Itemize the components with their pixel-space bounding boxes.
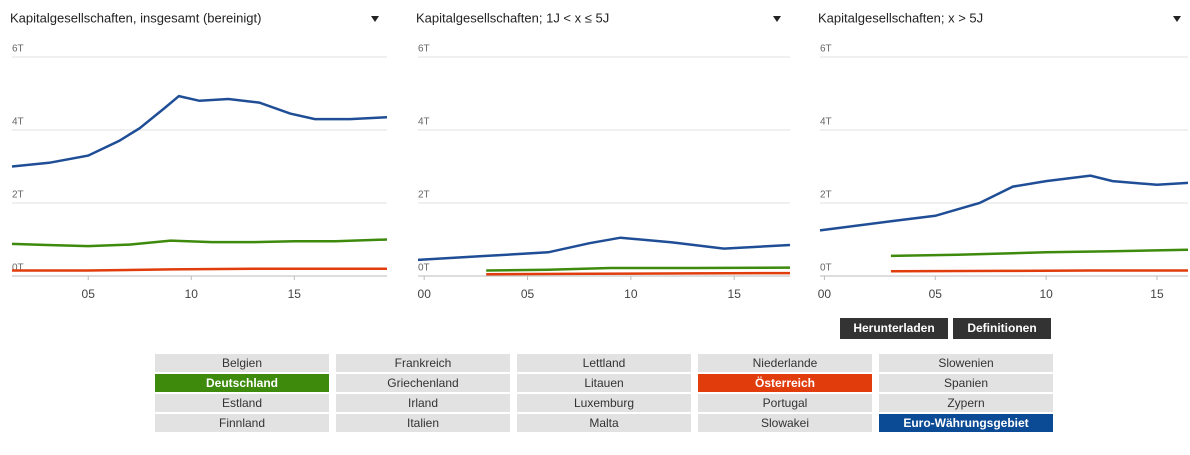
country-button[interactable]: Belgien xyxy=(155,354,329,372)
y-tick-label: 4T xyxy=(820,117,832,128)
country-button[interactable]: Litauen xyxy=(517,374,691,392)
x-tick-label: 15 xyxy=(728,287,742,301)
country-button[interactable]: Estland xyxy=(155,394,329,412)
country-button[interactable]: Österreich xyxy=(698,374,872,392)
series-line xyxy=(11,94,388,168)
x-tick-label: 10 xyxy=(624,287,638,301)
series-line xyxy=(12,267,387,272)
series-line xyxy=(819,174,1189,232)
country-button[interactable]: Irland xyxy=(336,394,510,412)
chart-title[interactable]: Kapitalgesellschaften, insgesamt (berein… xyxy=(10,10,261,25)
series-line xyxy=(890,248,1189,258)
dropdown-arrow[interactable] xyxy=(371,16,379,22)
action-button[interactable]: Definitionen xyxy=(953,318,1051,339)
y-tick-label: 4T xyxy=(418,117,430,128)
chart-title[interactable]: Kapitalgesellschaften; 1J < x ≤ 5J xyxy=(416,10,609,25)
series-line xyxy=(486,266,791,272)
country-button[interactable]: Finnland xyxy=(155,414,329,432)
series-line xyxy=(890,269,1188,273)
country-button[interactable]: Lettland xyxy=(517,354,691,372)
y-tick-label: 4T xyxy=(12,117,24,128)
dropdown-arrow[interactable] xyxy=(1173,16,1181,22)
x-tick-label: 10 xyxy=(1039,287,1053,301)
x-tick-label: 10 xyxy=(185,287,199,301)
y-tick-label: 2T xyxy=(418,190,430,201)
country-button[interactable]: Malta xyxy=(517,414,691,432)
series-line xyxy=(11,238,388,248)
country-button[interactable]: Portugal xyxy=(698,394,872,412)
country-button[interactable]: Luxemburg xyxy=(517,394,691,412)
y-tick-label: 6T xyxy=(418,44,430,55)
country-button[interactable]: Spanien xyxy=(879,374,1053,392)
action-button[interactable]: Herunterladen xyxy=(840,318,948,339)
x-tick-label: 15 xyxy=(1150,287,1164,301)
y-tick-label: 2T xyxy=(12,190,24,201)
x-tick-label: 15 xyxy=(288,287,302,301)
x-tick-label: 00 xyxy=(418,287,432,301)
series-line xyxy=(486,271,791,276)
x-tick-label: 05 xyxy=(82,287,96,301)
series-line xyxy=(417,236,791,262)
country-button[interactable]: Slowakei xyxy=(698,414,872,432)
y-tick-label: 6T xyxy=(12,44,24,55)
x-tick-label: 00 xyxy=(818,287,832,301)
country-button[interactable]: Zypern xyxy=(879,394,1053,412)
country-button[interactable]: Euro-Währungsgebiet xyxy=(879,414,1053,432)
country-button[interactable]: Frankreich xyxy=(336,354,510,372)
country-button[interactable]: Niederlande xyxy=(698,354,872,372)
y-tick-label: 0T xyxy=(820,263,832,274)
country-button[interactable]: Italien xyxy=(336,414,510,432)
y-tick-label: 0T xyxy=(418,263,430,274)
country-button[interactable]: Slowenien xyxy=(879,354,1053,372)
y-tick-label: 2T xyxy=(820,190,832,201)
x-tick-label: 05 xyxy=(521,287,535,301)
y-tick-label: 0T xyxy=(12,263,24,274)
x-tick-label: 05 xyxy=(929,287,943,301)
dropdown-arrow[interactable] xyxy=(773,16,781,22)
country-button[interactable]: Deutschland xyxy=(155,374,329,392)
country-button[interactable]: Griechenland xyxy=(336,374,510,392)
y-tick-label: 6T xyxy=(820,44,832,55)
chart-title[interactable]: Kapitalgesellschaften; x > 5J xyxy=(818,10,983,25)
